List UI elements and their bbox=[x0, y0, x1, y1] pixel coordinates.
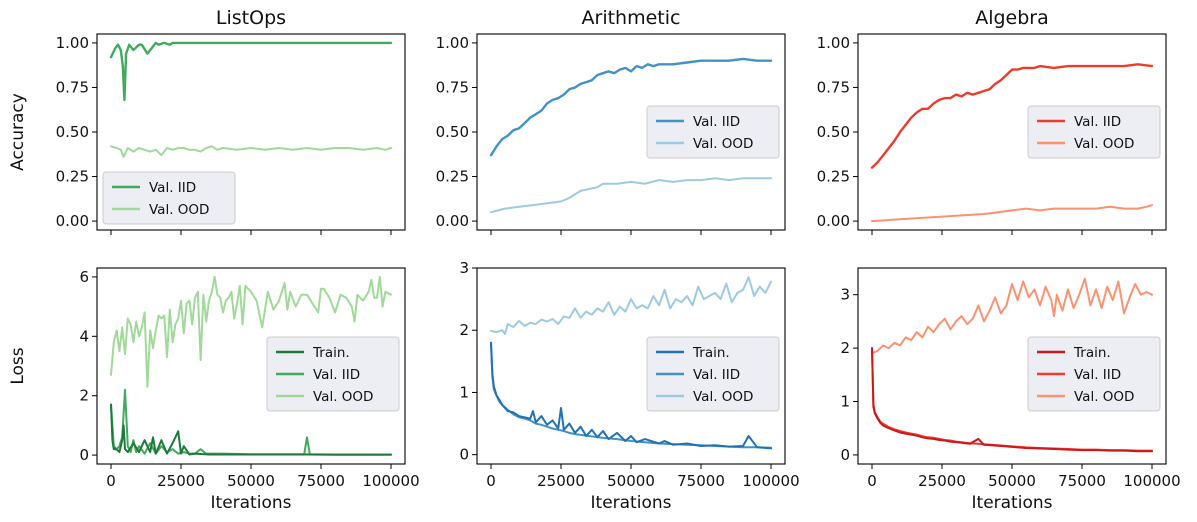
x-tick-label: 50000 bbox=[607, 472, 655, 490]
x-tick-label: 100000 bbox=[1123, 472, 1180, 490]
x-tick-label: 0 bbox=[867, 472, 877, 490]
x-tick-label: 25000 bbox=[918, 472, 966, 490]
y-tick-label: 2 bbox=[459, 321, 469, 339]
series-line-val-ood bbox=[490, 177, 772, 214]
legend: Train. Val. IID Val. OOD bbox=[266, 336, 400, 412]
legend: Train. Val. IID Val. OOD bbox=[646, 336, 780, 412]
series-line-val-iid bbox=[109, 41, 393, 102]
x-tick-label: 100000 bbox=[742, 472, 799, 490]
legend: Train. Val. IID Val. OOD bbox=[1027, 336, 1161, 412]
y-tick-label: 6 bbox=[79, 268, 89, 286]
x-axis-label: Iterations bbox=[211, 493, 292, 513]
y-tick-label: 0.75 bbox=[817, 78, 850, 96]
legend-label: Train. bbox=[692, 345, 730, 361]
legend-label: Val. IID bbox=[1074, 367, 1121, 383]
x-tick-label: 50000 bbox=[227, 472, 275, 490]
x-axis-label: Iterations bbox=[591, 493, 672, 513]
legend-label: Train. bbox=[312, 345, 350, 361]
legend-label: Val. IID bbox=[149, 180, 196, 196]
y-tick-label: 0.25 bbox=[436, 168, 469, 186]
y-tick-label: 0 bbox=[459, 446, 469, 464]
legend-label: Val. IID bbox=[693, 367, 740, 383]
y-tick-label: 3 bbox=[840, 286, 850, 304]
y-tick-label: 0.25 bbox=[817, 168, 850, 186]
legend-label: Val. OOD bbox=[149, 202, 209, 218]
legend: Val. IID Val. OOD bbox=[102, 171, 236, 225]
legend-box bbox=[1027, 336, 1161, 412]
y-tick-label: 4 bbox=[79, 327, 89, 345]
legend-box bbox=[102, 171, 236, 225]
panel-3: 0 2 4 6 0 25000 50000 75000 100000 Iterations Loss… bbox=[8, 267, 420, 513]
y-tick-label: 3 bbox=[459, 259, 469, 277]
y-tick-label: 2 bbox=[79, 387, 89, 405]
x-tick-label: 75000 bbox=[1058, 472, 1106, 490]
series-line-val-ood bbox=[110, 275, 392, 388]
y-tick-label: 0.00 bbox=[56, 212, 89, 230]
panel-title: Algebra bbox=[975, 7, 1049, 29]
x-axis-label: Iterations bbox=[972, 493, 1053, 513]
series-line-val-ood bbox=[871, 277, 1153, 355]
y-tick-label: 1 bbox=[459, 383, 469, 401]
legend-box bbox=[646, 336, 780, 412]
x-tick-label: 0 bbox=[106, 472, 116, 490]
y-tick-label: 0.25 bbox=[56, 168, 89, 186]
legend: Val. IID Val. OOD bbox=[1027, 105, 1161, 159]
series-line-val-iid bbox=[870, 63, 1154, 169]
legend-label: Train. bbox=[1073, 345, 1111, 361]
y-tick-label: 0.00 bbox=[817, 212, 850, 230]
y-tick-label: 1.00 bbox=[56, 34, 89, 52]
x-tick-label: 100000 bbox=[362, 472, 419, 490]
series-line-val-ood bbox=[110, 145, 392, 158]
y-tick-label: 0 bbox=[840, 446, 850, 464]
y-tick-label: 2 bbox=[840, 339, 850, 357]
y-tick-label: 0.75 bbox=[436, 78, 469, 96]
series-line-train bbox=[871, 347, 1153, 453]
legend-label: Val. OOD bbox=[1074, 136, 1134, 152]
x-tick-label: 25000 bbox=[157, 472, 205, 490]
x-tick-label: 75000 bbox=[677, 472, 725, 490]
legend-label: Val. IID bbox=[693, 114, 740, 130]
legend-label: Val. IID bbox=[1074, 114, 1121, 130]
series-line-val-ood bbox=[490, 276, 772, 335]
series-line-train bbox=[490, 341, 772, 450]
y-tick-label: 1 bbox=[840, 393, 850, 411]
series-line-val-ood bbox=[871, 204, 1153, 223]
y-tick-label: 0.50 bbox=[817, 123, 850, 141]
y-tick-label: 0.50 bbox=[436, 123, 469, 141]
y-tick-label: 0 bbox=[79, 446, 89, 464]
y-tick-label: 0.00 bbox=[436, 212, 469, 230]
panel-5: 0 1 2 3 0 25000 50000 75000 100000 Iterations Trai… bbox=[840, 267, 1181, 513]
legend-label: Val. OOD bbox=[693, 136, 753, 152]
legend: Val. IID Val. OOD bbox=[646, 105, 780, 159]
series-line-train bbox=[110, 403, 392, 456]
series-line-val-iid bbox=[489, 57, 773, 157]
legend-label: Val. OOD bbox=[1074, 389, 1134, 405]
x-tick-label: 0 bbox=[486, 472, 496, 490]
panel-4: 0 1 2 3 0 25000 50000 75000 100000 Iterations Trai… bbox=[459, 259, 799, 513]
y-tick-label: 1.00 bbox=[436, 34, 469, 52]
legend-box bbox=[646, 105, 780, 159]
x-tick-label: 25000 bbox=[537, 472, 585, 490]
y-tick-label: 1.00 bbox=[817, 34, 850, 52]
y-axis-label: Loss bbox=[8, 347, 28, 384]
y-axis-label: Accuracy bbox=[8, 93, 28, 171]
x-tick-label: 75000 bbox=[297, 472, 345, 490]
y-tick-label: 0.75 bbox=[56, 78, 89, 96]
legend-label: Val. OOD bbox=[693, 389, 753, 405]
panel-title: Arithmetic bbox=[582, 7, 681, 29]
panel-title: ListOps bbox=[216, 7, 286, 29]
panel-0: 0.00 0.25 0.50 0.75 1.00 ListOps Accuracy Val. … bbox=[8, 7, 406, 235]
legend-label: Val. IID bbox=[313, 367, 360, 383]
legend-box bbox=[266, 336, 400, 412]
x-tick-label: 50000 bbox=[988, 472, 1036, 490]
y-tick-label: 0.50 bbox=[56, 123, 89, 141]
legend-label: Val. OOD bbox=[313, 389, 373, 405]
legend-box bbox=[1027, 105, 1161, 159]
